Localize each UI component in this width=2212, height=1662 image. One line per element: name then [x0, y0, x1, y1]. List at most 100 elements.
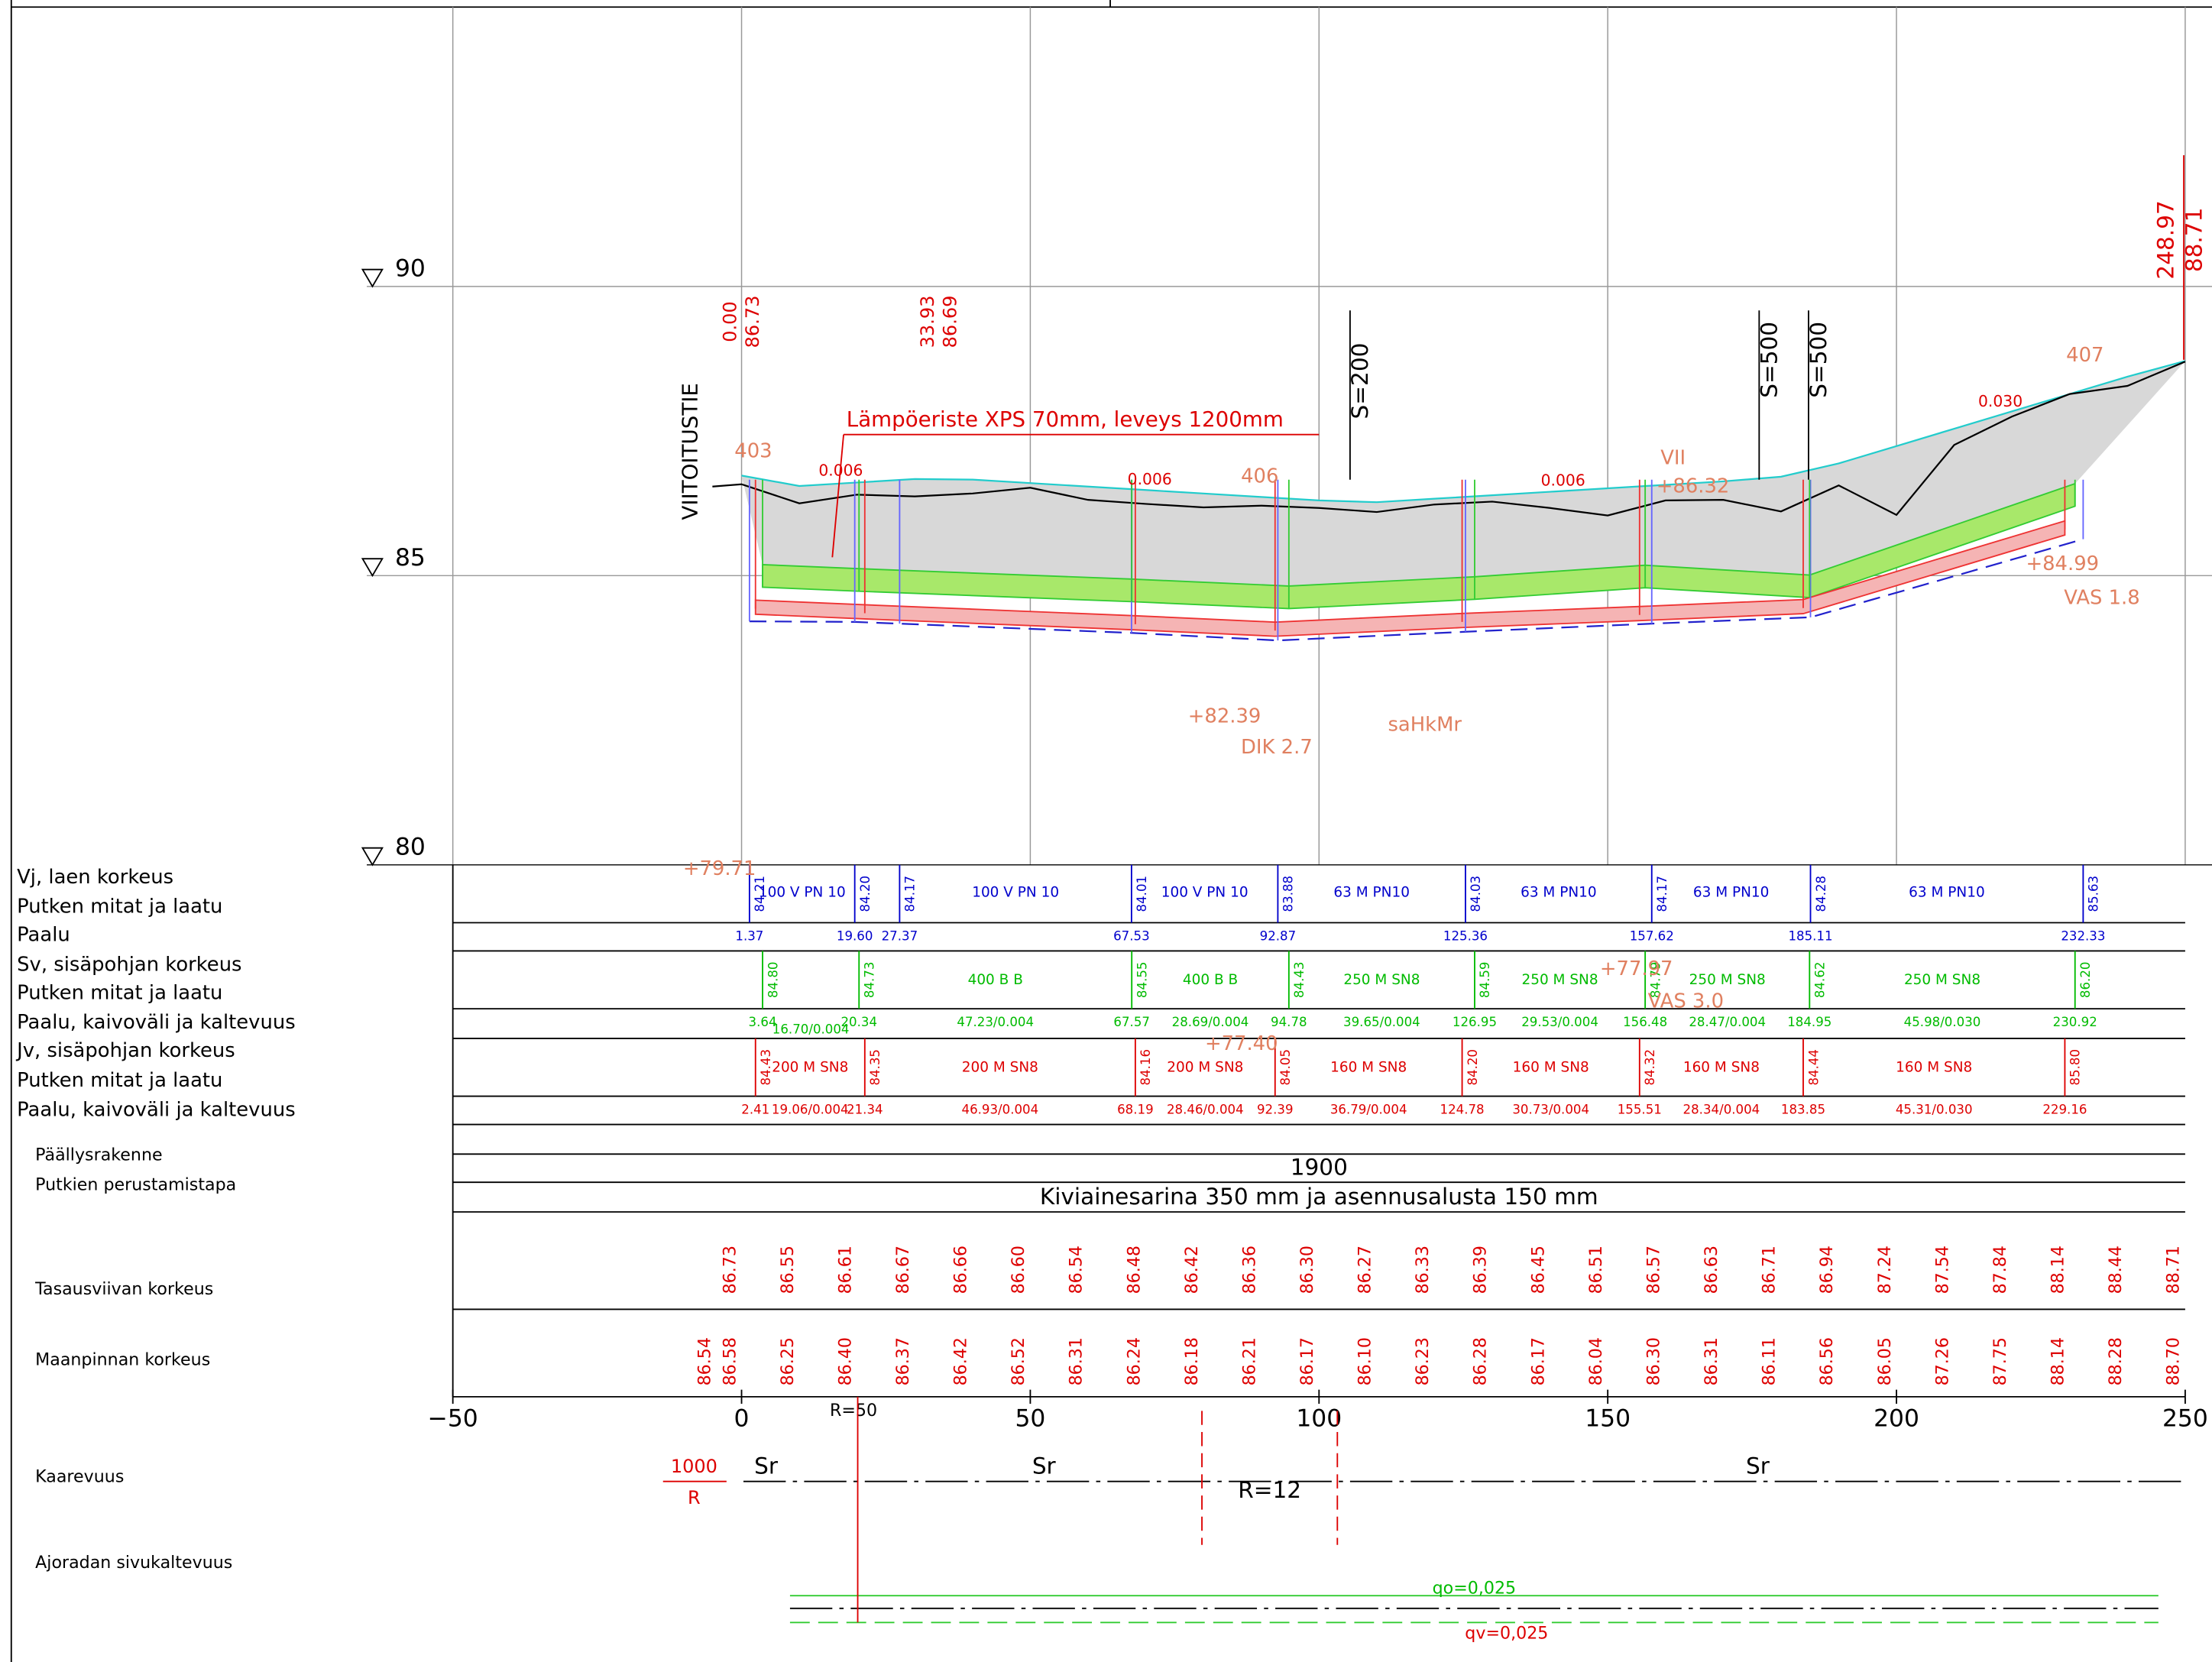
station-value: 19.60 — [837, 928, 873, 943]
pipe-spec: 400 B B — [968, 972, 1023, 988]
row-label: Sv, sisäpohjan korkeus — [17, 953, 241, 976]
annotation: +86.32 — [1657, 475, 1730, 498]
pipe-spec: 250 M SN8 — [1689, 972, 1766, 988]
station-value: 3.64 — [749, 1015, 777, 1029]
station-value: 92.87 — [1260, 928, 1297, 943]
ground-level: 86.54 — [695, 1337, 715, 1385]
slope-label: qo=0,025 — [1433, 1578, 1517, 1598]
design-level: 86.71 — [1760, 1246, 1780, 1294]
row-label: Putken mitat ja laatu — [17, 1069, 222, 1092]
ground-level: 86.52 — [1009, 1337, 1028, 1385]
station-value: 126.95 — [1453, 1015, 1497, 1029]
elevation-value: 84.17 — [903, 876, 918, 912]
design-level: 86.48 — [1124, 1246, 1144, 1294]
span-slope: 28.47/0.004 — [1689, 1015, 1766, 1029]
elevation-value: 85.80 — [2068, 1049, 2083, 1086]
row-label: Kaarevuus — [35, 1467, 124, 1487]
design-level: 86.51 — [1586, 1246, 1606, 1294]
span-slope: 28.69/0.004 — [1172, 1015, 1249, 1029]
station-value: 2.41 — [741, 1103, 769, 1117]
station-value: 230.92 — [2053, 1015, 2097, 1029]
station-value: 232.33 — [2061, 928, 2105, 943]
pipe-spec: 200 M SN8 — [962, 1060, 1038, 1076]
span-slope: 30.73/0.004 — [1512, 1103, 1589, 1117]
row-label: Jv, sisäpohjan korkeus — [15, 1039, 235, 1062]
elevation-value: 86.20 — [2078, 962, 2093, 999]
vertical-curve: S=200 — [1347, 343, 1373, 420]
elevation-value: 84.73 — [863, 962, 877, 999]
radius: 1000 — [671, 1456, 717, 1477]
row-label: Ajoradan sivukaltevuus — [35, 1553, 232, 1573]
ground-level: 86.11 — [1760, 1337, 1780, 1385]
pipe-spec: 63 M PN10 — [1909, 885, 1985, 901]
span-slope: 45.98/0.030 — [1904, 1015, 1981, 1029]
row-label: Paalu, kaivoväli ja kaltevuus — [17, 1099, 296, 1122]
design-level: 86.63 — [1702, 1246, 1721, 1294]
design-level: 86.94 — [1817, 1246, 1837, 1294]
elevation-value: 84.28 — [1814, 876, 1828, 912]
pipe-spec: 63 M PN10 — [1693, 885, 1770, 901]
row-label: Tasausviivan korkeus — [34, 1279, 213, 1299]
ground-level: 86.31 — [1067, 1337, 1087, 1385]
elevation-value: 84.20 — [1465, 1049, 1480, 1086]
design-level: 87.24 — [1875, 1246, 1895, 1294]
design-level: 86.39 — [1471, 1246, 1491, 1294]
vertical-curve: S=500 — [1757, 322, 1783, 398]
station-value: 27.37 — [882, 928, 918, 943]
elevation-value: 84.43 — [759, 1049, 773, 1086]
annotation: +77.40 — [1205, 1032, 1278, 1055]
elevation-value: 84.43 — [1292, 962, 1307, 999]
pipe-spec: 250 M SN8 — [1904, 972, 1980, 988]
elevation-value: 84.62 — [1813, 962, 1828, 999]
radius: R=12 — [1238, 1477, 1301, 1503]
elevation-value: 84.35 — [868, 1049, 883, 1086]
row-label: Vj, laen korkeus — [17, 866, 173, 889]
station-value: 184.95 — [1787, 1015, 1831, 1029]
elevation-value: 84.16 — [1138, 1049, 1153, 1086]
station-value: 67.57 — [1113, 1015, 1150, 1029]
fill-area — [741, 361, 2185, 586]
pipe-spec: 250 M SN8 — [1521, 972, 1598, 988]
pipe-spec: 63 M PN10 — [1333, 885, 1410, 901]
pipe-spec: 160 M SN8 — [1330, 1060, 1407, 1076]
elevation-triangle — [361, 268, 384, 288]
design-level: 86.67 — [893, 1246, 913, 1294]
elevation-value: 84.80 — [766, 962, 780, 999]
pipe-spec: 160 M SN8 — [1683, 1060, 1760, 1076]
ground-level: 86.10 — [1355, 1337, 1375, 1385]
pipe-spec: 100 V PN 10 — [1161, 885, 1249, 901]
design-level: 86.73 — [720, 1246, 740, 1294]
ground-level: 86.05 — [1875, 1337, 1895, 1385]
station-value: 155.51 — [1618, 1103, 1662, 1117]
design-level: 86.61 — [835, 1246, 855, 1294]
elevation-triangle — [361, 847, 384, 867]
elevation-label: 85 — [395, 544, 426, 572]
row-label: Paalu, kaivoväli ja kaltevuus — [17, 1011, 296, 1034]
level: 88.71 — [2181, 208, 2207, 273]
ground-level: 86.17 — [1528, 1337, 1548, 1385]
pipe-spec: 400 B B — [1183, 972, 1238, 988]
road-name: VIITOITUSTIE — [678, 383, 703, 520]
design-level: 86.60 — [1009, 1246, 1028, 1294]
annotation: DIK 2.7 — [1241, 736, 1313, 759]
foundation: Kiviainesarina 350 mm ja asennusalusta 1… — [1040, 1184, 1598, 1210]
vertical-curve: S=500 — [1806, 322, 1831, 398]
span-slope: 29.53/0.004 — [1521, 1015, 1598, 1029]
ground-level: 86.18 — [1182, 1337, 1202, 1385]
ground-level: 86.30 — [1644, 1337, 1663, 1385]
ground-line — [712, 361, 2186, 517]
design-line — [741, 360, 2186, 504]
span-slope: 19.06/0.004 — [772, 1103, 849, 1117]
station-value: 68.19 — [1117, 1103, 1154, 1117]
station-value: 94.78 — [1271, 1015, 1307, 1029]
station-value: 92.39 — [1257, 1103, 1294, 1117]
radius: R — [688, 1487, 701, 1508]
row-label: Putken mitat ja laatu — [17, 896, 222, 918]
elevation-value: 84.05 — [1278, 1049, 1293, 1086]
design-level: 86.30 — [1297, 1246, 1317, 1294]
station-value: 157.62 — [1630, 928, 1674, 943]
axis-label: 250 — [2162, 1404, 2208, 1432]
elevation-value: 84.44 — [1806, 1049, 1821, 1086]
span-slope: 28.46/0.004 — [1167, 1103, 1244, 1117]
